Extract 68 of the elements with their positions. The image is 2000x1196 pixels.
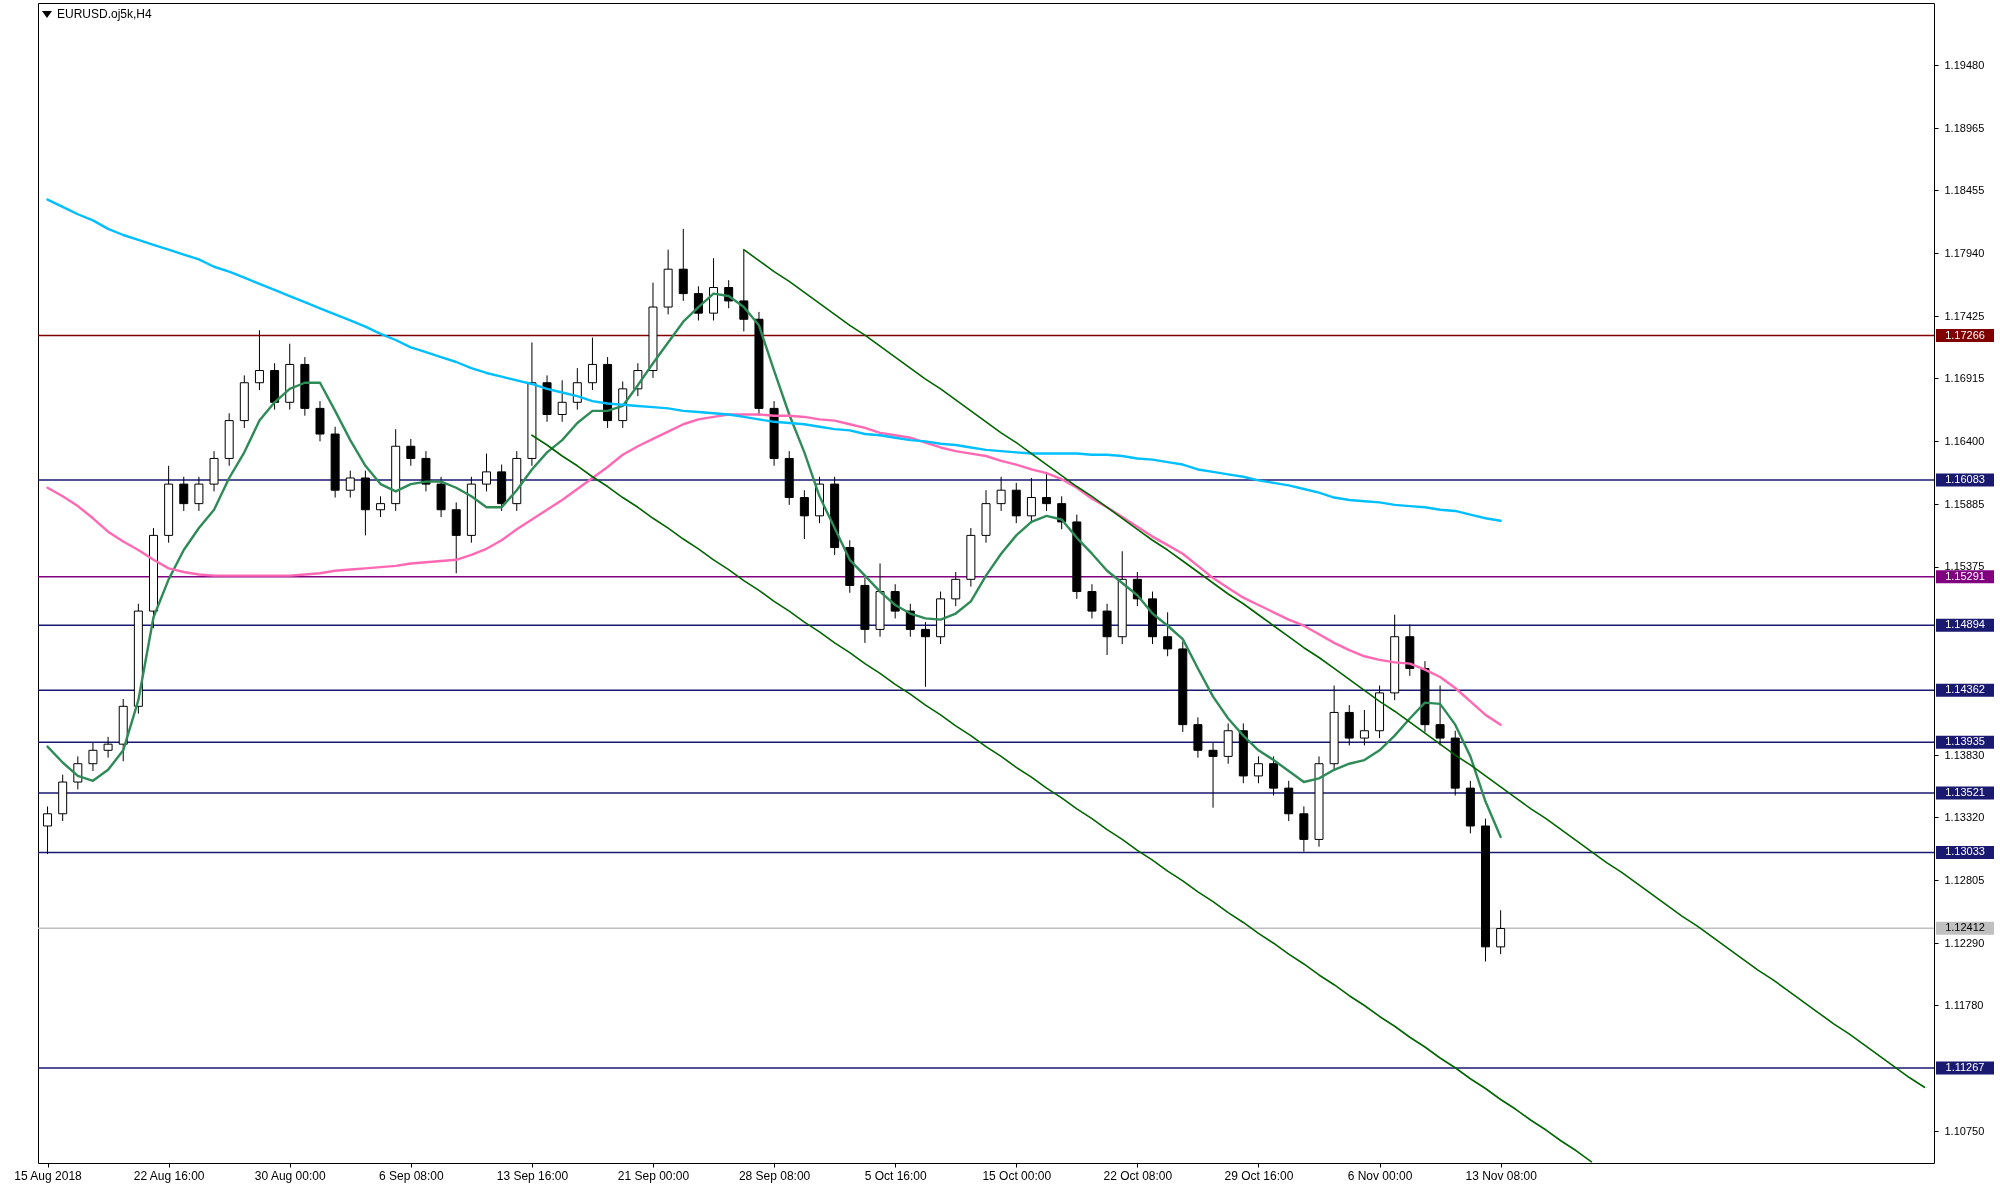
candlestick xyxy=(194,476,204,512)
x-tick-label: 15 Oct 00:00 xyxy=(982,1168,1052,1183)
y-tick-label: 1.13320 xyxy=(1944,810,1985,823)
y-tick-label: 1.12290 xyxy=(1944,936,1985,949)
candlestick xyxy=(1057,495,1067,530)
x-tick-label: 6 Nov 00:00 xyxy=(1347,1168,1413,1183)
candlestick xyxy=(1163,611,1173,657)
candlestick xyxy=(1359,709,1369,746)
y-tick-label: 1.11780 xyxy=(1944,998,1984,1011)
candlestick xyxy=(254,329,264,391)
y-tick-label: 1.12805 xyxy=(1944,873,1985,886)
candlestick xyxy=(482,453,491,492)
candlestick xyxy=(799,489,809,540)
candlestick xyxy=(557,379,567,423)
candlestick xyxy=(996,476,1006,512)
x-tick-label: 29 Oct 16:00 xyxy=(1224,1168,1294,1183)
candlestick xyxy=(103,736,113,759)
candlestick xyxy=(43,805,53,855)
ref-line-label: 1.16083 xyxy=(1945,473,1985,486)
y-tick-label: 1.16400 xyxy=(1944,434,1985,447)
candlestick xyxy=(88,742,98,772)
candlestick xyxy=(1026,477,1036,524)
x-tick-label: 13 Nov 08:00 xyxy=(1465,1168,1538,1183)
candlestick xyxy=(1435,685,1445,746)
line-series xyxy=(46,413,1502,726)
candlestick xyxy=(1042,471,1052,512)
ref-line-label: 1.14362 xyxy=(1945,683,1985,696)
candlestick xyxy=(920,621,930,688)
candlestick xyxy=(179,476,189,512)
ref-line-label: 1.13935 xyxy=(1945,735,1985,748)
candlestick xyxy=(951,571,961,607)
chart-title: EURUSD.oj5k,H4 xyxy=(57,7,152,21)
x-tick-label: 6 Sep 08:00 xyxy=(378,1168,444,1183)
x-tick-label: 28 Sep 08:00 xyxy=(738,1168,811,1183)
y-tick-label: 1.10750 xyxy=(1944,1124,1985,1137)
x-tick-label: 15 Aug 2018 xyxy=(14,1168,83,1183)
ref-line-label: 1.12412 xyxy=(1945,921,1985,934)
candlestick xyxy=(406,438,416,467)
line-series xyxy=(46,198,1502,522)
candlestick xyxy=(572,367,582,411)
ref-line-label: 1.13033 xyxy=(1945,845,1985,858)
y-tick-label: 1.15885 xyxy=(1944,497,1985,510)
candlestick xyxy=(1208,742,1218,809)
y-tick-label: 1.16915 xyxy=(1944,371,1985,384)
y-tick-label: 1.18455 xyxy=(1944,183,1985,196)
ref-line-label: 1.13521 xyxy=(1945,785,1985,798)
candlestick xyxy=(376,495,386,518)
candlestick xyxy=(345,470,355,499)
y-tick-label: 1.19480 xyxy=(1944,58,1985,71)
candlestick xyxy=(1253,755,1263,784)
y-tick-label: 1.18965 xyxy=(1944,121,1985,134)
ref-line-label: 1.11267 xyxy=(1945,1061,1985,1074)
candlestick xyxy=(587,337,597,391)
ref-line-label: 1.14894 xyxy=(1945,618,1985,631)
line-series xyxy=(743,248,1926,1089)
x-tick-label: 22 Aug 16:00 xyxy=(133,1168,205,1183)
x-tick-label: 5 Oct 16:00 xyxy=(864,1168,928,1183)
y-tick-label: 1.17940 xyxy=(1944,246,1985,259)
ref-line-label: 1.17266 xyxy=(1945,328,1985,341)
y-tick-label: 1.13830 xyxy=(1944,748,1985,761)
x-tick-label: 30 Aug 00:00 xyxy=(254,1168,326,1183)
y-tick-label: 1.17425 xyxy=(1944,309,1985,322)
x-tick-label: 13 Sep 16:00 xyxy=(496,1168,569,1183)
x-tick-label: 21 Sep 00:00 xyxy=(617,1168,690,1183)
candlestick xyxy=(1496,909,1506,955)
candlestick xyxy=(1087,583,1097,619)
line-series xyxy=(531,434,1593,1163)
x-tick-label: 22 Oct 08:00 xyxy=(1103,1168,1173,1183)
